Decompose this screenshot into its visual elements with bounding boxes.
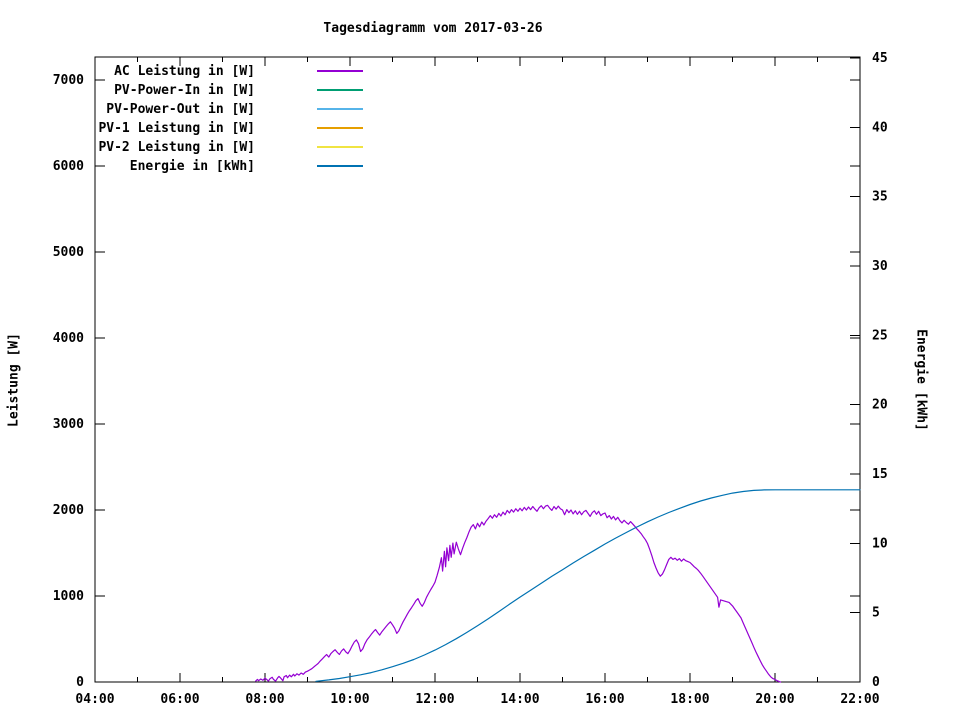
x-tick-label: 10:00 [330, 692, 369, 707]
y-left-tick-label: 3000 [53, 417, 84, 432]
y-left-tick-label: 0 [76, 675, 84, 690]
y-left-tick-label: 6000 [53, 159, 84, 174]
y-right-tick-label: 20 [872, 398, 888, 413]
legend-label: AC Leistung in [W] [114, 64, 255, 79]
y-right-tick-label: 0 [872, 675, 880, 690]
y-right-tick-label: 35 [872, 190, 888, 205]
x-tick-label: 04:00 [75, 692, 114, 707]
legend-label: Energie in [kWh] [130, 159, 255, 174]
legend-label: PV-Power-In in [W] [114, 83, 255, 98]
legend-label: PV-2 Leistung in [W] [98, 140, 255, 155]
y-right-tick-label: 15 [872, 467, 888, 482]
y-left-tick-label: 4000 [53, 331, 84, 346]
y-axis-label-right: Energie [kWh] [913, 329, 929, 431]
y-right-tick-label: 40 [872, 120, 888, 135]
y-left-tick-label: 7000 [53, 73, 84, 88]
y-left-tick-label: 1000 [53, 589, 84, 604]
y-right-tick-label: 30 [872, 259, 888, 274]
x-tick-label: 06:00 [160, 692, 199, 707]
x-tick-label: 22:00 [840, 692, 879, 707]
x-tick-label: 08:00 [245, 692, 284, 707]
y-right-tick-label: 10 [872, 536, 888, 551]
legend-label: PV-1 Leistung in [W] [98, 121, 255, 136]
x-tick-label: 14:00 [500, 692, 539, 707]
y-right-tick-label: 5 [872, 606, 880, 621]
x-tick-label: 18:00 [670, 692, 709, 707]
y-left-tick-label: 2000 [53, 503, 84, 518]
legend-label: PV-Power-Out in [W] [106, 102, 255, 117]
y-axis-label-left: Leistung [W] [6, 333, 22, 427]
y-right-tick-label: 25 [872, 328, 888, 343]
y-left-tick-label: 5000 [53, 245, 84, 260]
x-tick-label: 20:00 [755, 692, 794, 707]
y-right-tick-label: 45 [872, 51, 888, 66]
x-tick-label: 16:00 [585, 692, 624, 707]
x-tick-label: 12:00 [415, 692, 454, 707]
energie-series-line [315, 489, 861, 682]
ac-power-series-line [255, 504, 782, 683]
chart-title: Tagesdiagramm vom 2017-03-26 [323, 21, 543, 36]
